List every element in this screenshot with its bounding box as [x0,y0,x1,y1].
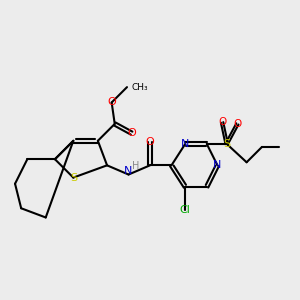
Text: S: S [70,172,77,183]
Text: Cl: Cl [180,205,191,215]
Text: N: N [213,160,222,170]
Text: S: S [223,139,230,149]
Text: O: O [146,137,154,147]
Text: H: H [132,161,139,171]
Text: CH₃: CH₃ [132,82,148,91]
Text: O: O [233,119,242,129]
Text: N: N [181,139,190,149]
Text: O: O [107,98,116,107]
Text: O: O [127,128,136,138]
Text: N: N [124,167,133,176]
Text: O: O [218,117,226,128]
